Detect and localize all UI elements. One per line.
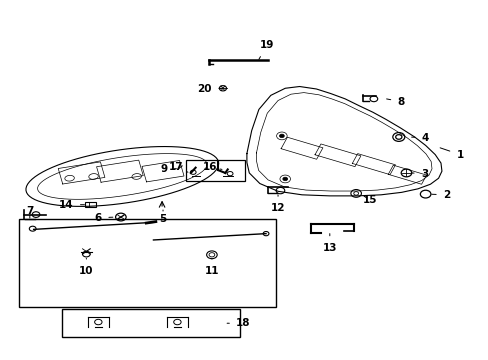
Text: 3: 3 xyxy=(410,168,427,179)
Bar xyxy=(19,219,275,307)
Text: 15: 15 xyxy=(362,195,377,206)
Bar xyxy=(85,202,96,207)
Text: 10: 10 xyxy=(79,258,93,276)
Text: 7: 7 xyxy=(26,206,34,218)
Text: 6: 6 xyxy=(95,213,113,223)
Ellipse shape xyxy=(282,177,287,181)
Bar xyxy=(62,310,239,337)
Text: 5: 5 xyxy=(159,210,166,224)
Text: 20: 20 xyxy=(197,84,221,94)
Text: 1: 1 xyxy=(439,148,463,159)
Text: 17: 17 xyxy=(169,162,187,172)
Text: 4: 4 xyxy=(411,133,428,143)
Text: 2: 2 xyxy=(431,190,449,200)
Text: 14: 14 xyxy=(59,200,84,210)
Text: 13: 13 xyxy=(322,234,336,253)
Text: 9: 9 xyxy=(160,164,176,174)
Text: 11: 11 xyxy=(204,258,219,276)
Text: 19: 19 xyxy=(258,40,274,59)
Text: 16: 16 xyxy=(203,162,222,172)
Bar xyxy=(185,159,244,181)
Text: 12: 12 xyxy=(270,195,285,213)
Text: 8: 8 xyxy=(386,97,404,107)
Ellipse shape xyxy=(279,134,284,138)
Text: 18: 18 xyxy=(226,318,250,328)
